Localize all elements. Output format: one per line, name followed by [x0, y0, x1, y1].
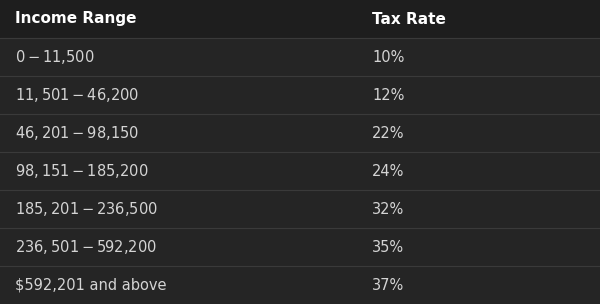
Text: $0 - $11,500: $0 - $11,500	[15, 48, 95, 66]
Bar	[0, 76, 600, 114]
Text: 32%: 32%	[372, 202, 404, 216]
Bar	[0, 190, 600, 228]
Bar	[0, 152, 600, 190]
Bar	[0, 228, 600, 266]
Text: $592,201 and above: $592,201 and above	[15, 278, 167, 292]
Bar	[0, 38, 600, 76]
Text: 12%: 12%	[372, 88, 404, 102]
Text: $11,501 - $46,200: $11,501 - $46,200	[15, 86, 139, 104]
Bar	[0, 266, 600, 304]
Text: $98,151 - $185,200: $98,151 - $185,200	[15, 162, 149, 180]
Text: $185,201 - $236,500: $185,201 - $236,500	[15, 200, 158, 218]
Text: Income Range: Income Range	[15, 12, 137, 26]
Text: 24%: 24%	[372, 164, 404, 178]
Text: 35%: 35%	[372, 240, 404, 254]
Text: 37%: 37%	[372, 278, 404, 292]
Text: $46,201 - $98,150: $46,201 - $98,150	[15, 124, 139, 142]
Text: 10%: 10%	[372, 50, 404, 64]
Text: 22%: 22%	[372, 126, 404, 140]
Bar	[0, 0, 600, 38]
Text: $236,501 - $592,200: $236,501 - $592,200	[15, 238, 157, 256]
Text: Tax Rate: Tax Rate	[372, 12, 446, 26]
Bar	[0, 114, 600, 152]
